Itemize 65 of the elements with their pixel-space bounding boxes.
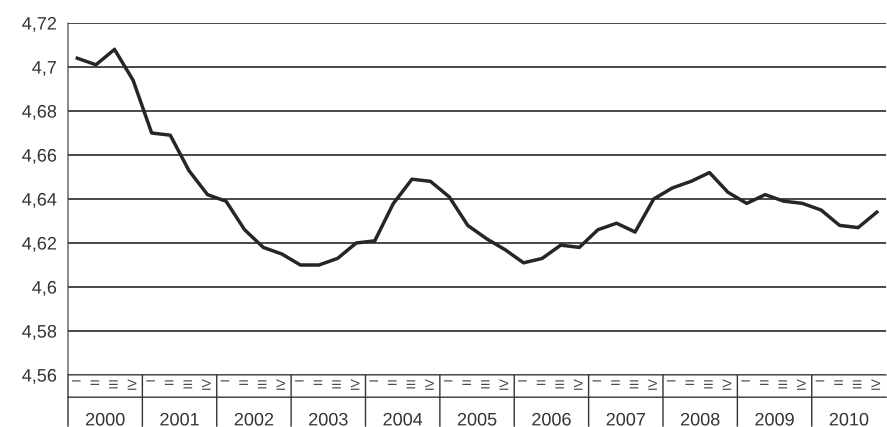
y-tick-label: 4,6 [32, 280, 56, 296]
x-tick-label: I [518, 380, 527, 382]
y-tick-label: 4,68 [22, 104, 56, 120]
y-tick-label: 4,56 [22, 368, 56, 384]
x-tick-label: II [834, 380, 843, 385]
x-tick-label: III [406, 380, 416, 388]
x-tick-label: III [852, 380, 862, 388]
text: 2009 [755, 412, 794, 426]
line-series [76, 48, 879, 267]
x-tick-label: IV [128, 379, 136, 390]
x-tick-label: IV [350, 379, 360, 390]
text: 2007 [606, 412, 645, 426]
x-tick-label: III [332, 380, 341, 388]
x-tick-label: II [686, 380, 694, 385]
x-tick-label: III [704, 380, 713, 388]
text: 2004 [384, 412, 422, 426]
x-tick-label: I [741, 380, 750, 382]
x-tick-label: III [109, 380, 118, 388]
x-tick-label: I [295, 380, 304, 382]
x-tick-label: II [462, 380, 471, 385]
text: 2000 [86, 412, 125, 426]
text: 2005 [458, 412, 496, 426]
text: 2001 [160, 412, 199, 426]
x-tick-label: III [778, 380, 788, 388]
x-tick-label: II [388, 380, 397, 385]
y-tick-label: 4,66 [22, 148, 56, 164]
text: 2008 [681, 412, 720, 426]
text: 2010 [830, 412, 868, 426]
x-tick-label: III [555, 380, 564, 388]
x-tick-label: I [146, 380, 155, 382]
x-tick-label: III [480, 380, 490, 388]
x-tick-label: II [314, 380, 322, 385]
x-tick-label: I [72, 380, 81, 382]
x-tick-label: IV [648, 379, 657, 390]
x-tick-label: II [164, 380, 174, 385]
x-tick-label: II [90, 380, 100, 385]
x-tick-label: IV [500, 379, 508, 390]
y-tick-label: 4,72 [22, 16, 56, 32]
x-tick-label: IV [574, 379, 583, 390]
x-tick-label: IV [797, 379, 806, 390]
x-tick-label: III [258, 380, 266, 388]
x-tick-label: II [760, 380, 768, 385]
x-tick-label: II [611, 380, 620, 385]
x-tick-label: III [630, 380, 638, 388]
text: 2006 [532, 412, 571, 426]
text: 2002 [234, 412, 274, 426]
y-tick-label: 4,64 [22, 192, 56, 208]
text: 2003 [309, 412, 348, 426]
x-tick-label: I [816, 380, 824, 382]
x-tick-label: II [536, 380, 546, 385]
x-tick-label: IV [202, 379, 211, 390]
x-tick-label: III [183, 380, 192, 388]
x-tick-label: I [444, 380, 452, 382]
x-tick-label: I [369, 380, 378, 382]
x-tick-label: II [239, 380, 248, 385]
x-tick-label: I [666, 380, 676, 382]
x-tick-label: IV [425, 379, 434, 390]
y-tick-label: 4,7 [32, 61, 56, 76]
x-tick-label: I [220, 380, 230, 382]
x-tick-label: IV [276, 379, 286, 390]
y-tick-label: 4,58 [22, 324, 56, 340]
x-tick-label: I [592, 380, 602, 382]
x-tick-label: IV [871, 379, 880, 390]
x-tick-label: IV [722, 379, 732, 390]
y-tick-label: 4,62 [22, 236, 56, 252]
